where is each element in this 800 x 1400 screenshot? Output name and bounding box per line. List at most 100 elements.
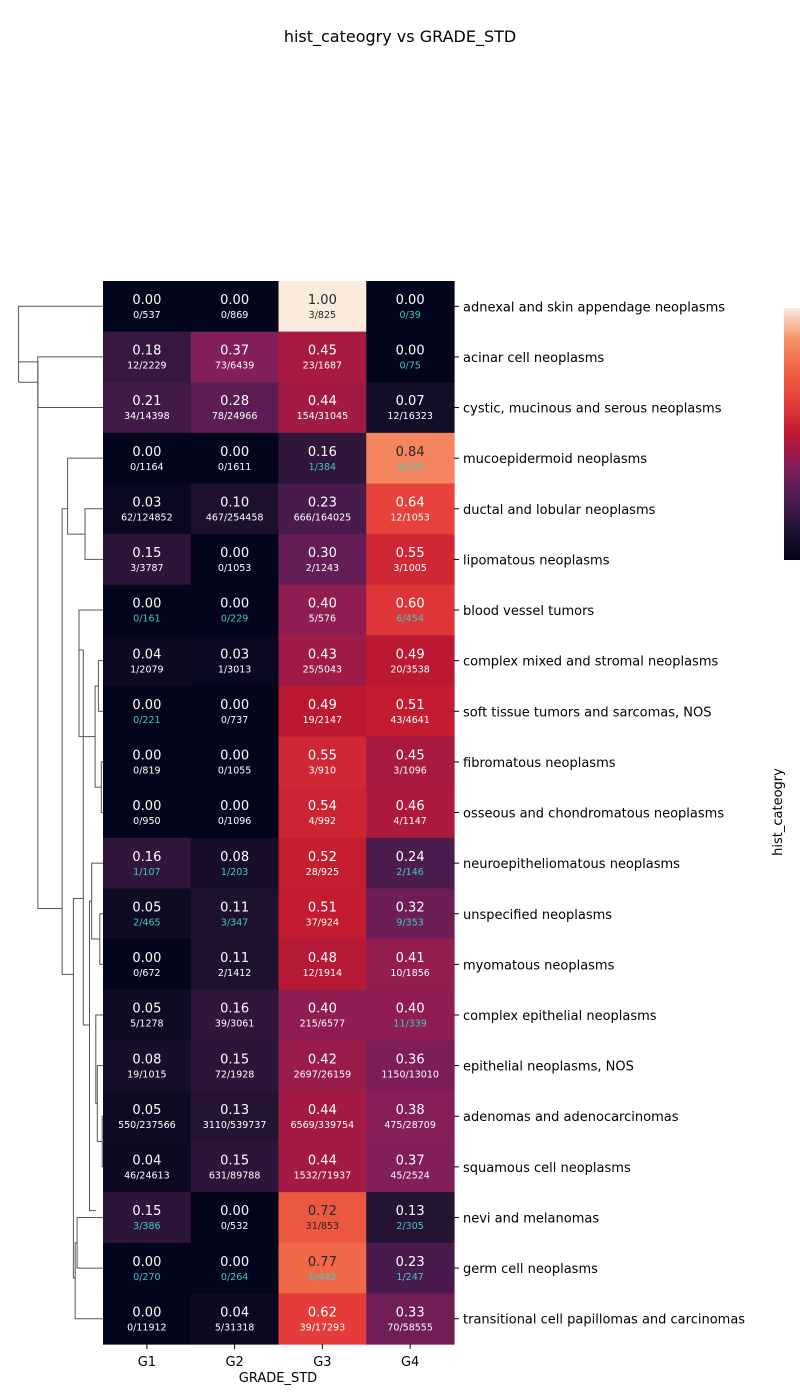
cell-count-label: 78/24966 (212, 411, 258, 422)
heatmap-cell (103, 432, 192, 485)
cell-count-label: 23/1687 (303, 361, 342, 372)
heatmap-cell (103, 837, 192, 890)
heatmap-cell (278, 584, 367, 636)
cell-count-label: 73/6439 (215, 361, 254, 372)
dendrogram-link (97, 660, 103, 712)
cell-value-label: 0.00 (220, 597, 249, 612)
cell-count-label: 19/2147 (303, 715, 342, 726)
y-tick-label: transitional cell papillomas and carcino… (463, 1313, 745, 1328)
cell-count-label: 0/39 (399, 310, 420, 321)
cell-count-label: 6/454 (396, 614, 423, 625)
cell-value-label: 0.30 (308, 546, 337, 561)
cell-count-label: 0/75 (399, 361, 420, 372)
cell-value-label: 0.24 (396, 850, 425, 865)
cell-count-label: 550/237566 (118, 1120, 176, 1131)
cell-value-label: 0.07 (396, 394, 425, 409)
cell-count-label: 12/2229 (127, 361, 166, 372)
dendrogram-link (67, 457, 103, 535)
dendrogram-link (78, 609, 103, 738)
y-tick-label: complex epithelial neoplasms (463, 1009, 657, 1024)
heatmap-cell (278, 281, 367, 333)
cell-value-label: 0.00 (132, 445, 161, 460)
heatmap-cell (103, 635, 192, 687)
cell-value-label: 0.51 (308, 900, 337, 915)
heatmap-cell (103, 888, 192, 940)
heatmap-cell (366, 331, 455, 383)
cell-value-label: 0.03 (132, 495, 161, 510)
cell-value-label: 0.00 (220, 1204, 249, 1219)
cell-count-label: 31/853 (306, 1221, 339, 1232)
cell-value-label: 0.16 (132, 850, 161, 865)
cell-count-label: 12/16323 (387, 411, 433, 422)
heatmap-cell (190, 989, 280, 1041)
heatmap-cell (366, 837, 455, 890)
y-axis-label: hist_cateogry (771, 768, 786, 856)
cell-value-label: 1.00 (308, 293, 337, 308)
y-tick-label: nevi and melanomas (463, 1211, 599, 1226)
heatmap-cell (278, 888, 367, 940)
cell-count-label: 9/353 (396, 917, 423, 928)
cell-count-label: 37/924 (306, 917, 339, 928)
cell-value-label: 0.13 (220, 1103, 249, 1118)
heatmap-cell (103, 281, 192, 333)
y-axis: adnexal and skin appendage neoplasms acin… (454, 300, 745, 1328)
cell-value-label: 0.15 (132, 1204, 161, 1219)
dendrogram-link (18, 361, 63, 909)
cell-count-label: 28/925 (306, 867, 339, 878)
dendrogram-link (84, 508, 103, 560)
cell-count-label: 4/1147 (393, 816, 426, 827)
row-dendrogram (18, 305, 103, 1320)
cell-value-label: 0.00 (396, 344, 425, 359)
cell-count-label: 3/347 (221, 917, 248, 928)
dendrogram-link (74, 1242, 103, 1320)
heatmap-cell (278, 787, 367, 839)
y-tick-label: neuroepitheliomatous neoplasms (463, 857, 680, 872)
y-tick-label: squamous cell neoplasms (463, 1161, 631, 1176)
x-axis: G1 G2 G3 G4 (138, 1344, 419, 1370)
cell-value-label: 0.23 (396, 1255, 425, 1270)
cell-count-label: 0/737 (221, 715, 248, 726)
y-tick-label: germ cell neoplasms (463, 1262, 598, 1277)
heatmap-cell (190, 635, 280, 687)
heatmap-cell (190, 736, 280, 788)
heatmap-cell (366, 1090, 455, 1143)
heatmap-cell (103, 1090, 192, 1143)
dendrogram-link (100, 761, 103, 814)
cell-value-label: 0.64 (396, 495, 425, 510)
heatmap-cell (190, 483, 280, 535)
heatmap-cell (366, 281, 455, 333)
cell-value-label: 0.21 (132, 394, 161, 409)
cell-value-label: 0.00 (220, 698, 249, 713)
cell-count-label: 0/1053 (218, 563, 251, 574)
heatmap-cell (103, 1242, 192, 1294)
cell-count-label: 6569/339754 (291, 1120, 355, 1131)
dendrogram-link (89, 900, 96, 1212)
cell-value-label: 0.77 (308, 1255, 337, 1270)
cell-count-label: 46/24613 (124, 1171, 170, 1182)
chart-title: hist_cateogry vs GRADE_STD (284, 27, 516, 47)
cell-count-label: 5/31318 (215, 1322, 254, 1333)
heatmap-cell (366, 584, 455, 636)
cell-value-label: 0.38 (396, 1103, 425, 1118)
cell-value-label: 0.55 (396, 546, 425, 561)
cell-count-label: 3110/539737 (203, 1120, 267, 1131)
cell-count-label: 2/146 (396, 867, 423, 878)
heatmap-cell (190, 382, 280, 434)
cell-value-label: 0.00 (220, 749, 249, 764)
heatmap-cell (278, 534, 367, 586)
heatmap-cell (103, 1040, 192, 1092)
heatmap-cell (103, 1141, 192, 1193)
heatmap-cell (278, 1090, 367, 1143)
cell-value-label: 0.40 (308, 597, 337, 612)
heatmap-cell (278, 989, 367, 1041)
heatmap-cell (366, 939, 455, 991)
cell-count-label: 70/58555 (387, 1322, 433, 1333)
cell-count-label: 2697/26159 (294, 1069, 352, 1080)
heatmap-cell (366, 1040, 455, 1092)
heatmap-cell (190, 787, 280, 839)
cell-value-label: 0.42 (308, 1052, 337, 1067)
x-tick-label: G2 (225, 1355, 243, 1370)
cell-count-label: 467/254458 (206, 512, 264, 523)
cell-count-label: 2/1243 (306, 563, 339, 574)
y-tick-label: unspecified neoplasms (463, 908, 612, 923)
